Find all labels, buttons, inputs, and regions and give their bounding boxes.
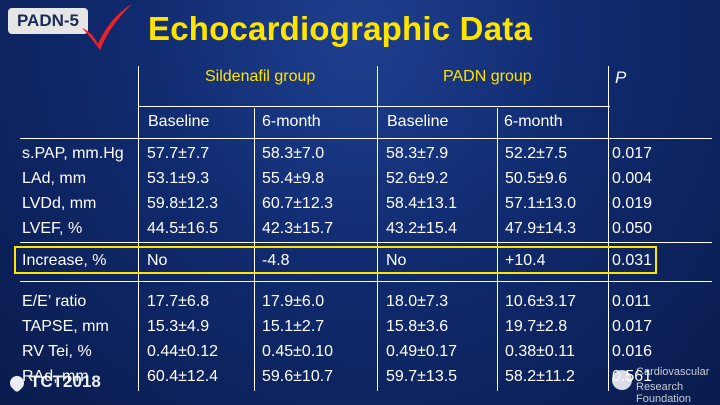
cell-padn-baseline: 18.0±7.3 — [386, 293, 449, 310]
cell-padn-baseline: 59.7±13.5 — [386, 368, 458, 385]
six-month-header-2: 6-month — [504, 113, 563, 130]
crf-logo-icon — [612, 370, 632, 390]
cell-sildenafil-baseline: No — [147, 252, 168, 269]
cell-p-value: 0.017 — [612, 318, 653, 335]
cell-sildenafil-baseline: 44.5±16.5 — [147, 220, 219, 237]
cell-padn-6month: 47.9±14.3 — [505, 220, 577, 237]
cell-parameter: LVEF, % — [22, 220, 83, 237]
cell-padn-6month: 52.2±7.5 — [505, 145, 568, 162]
section-line-1 — [20, 242, 712, 243]
cell-sildenafil-6month: 55.4±9.8 — [262, 170, 325, 187]
table-row: LVEF, % 44.5±16.5 42.3±15.7 43.2±15.4 47.9±1… — [0, 216, 720, 241]
tct-logo-text: TCT2018 — [30, 372, 101, 391]
slide-badge: PADN-5 — [8, 8, 88, 34]
table-row: LAd, mm 53.1±9.3 55.4±9.8 52.6±9.2 50.5±9.6 0… — [0, 166, 720, 191]
cell-sildenafil-6month: 0.45±0.10 — [262, 343, 334, 360]
cell-parameter: E/E’ ratio — [22, 293, 87, 310]
cell-parameter: RV Tei, % — [22, 343, 92, 360]
column-divider-5 — [608, 66, 609, 391]
cell-sildenafil-6month: 15.1±2.7 — [262, 318, 325, 335]
crf-logo-line2: Research Foundation — [636, 381, 692, 405]
p-value-header: P — [615, 68, 627, 87]
cell-sildenafil-baseline: 53.1±9.3 — [147, 170, 210, 187]
cell-parameter: LVDd, mm — [22, 195, 97, 212]
tct-logo: TCT2018 — [7, 372, 101, 393]
crf-logo-line1: Cardiovascular — [636, 366, 710, 378]
baseline-header-1: Baseline — [148, 113, 210, 130]
six-month-header-1: 6-month — [262, 113, 321, 130]
table-row: s.PAP, mm.Hg 57.7±7.7 58.3±7.0 58.3±7.9 52.2… — [0, 141, 720, 166]
cell-p-value: 0.004 — [612, 170, 653, 187]
cell-sildenafil-baseline: 60.4±12.4 — [147, 368, 219, 385]
cell-padn-baseline: 58.4±13.1 — [386, 195, 458, 212]
cell-padn-6month: 19.7±2.8 — [505, 318, 568, 335]
cell-p-value: 0.050 — [612, 220, 653, 237]
cell-padn-baseline: 15.8±3.6 — [386, 318, 449, 335]
cell-sildenafil-6month: 42.3±15.7 — [262, 220, 334, 237]
cell-sildenafil-baseline: 17.7±6.8 — [147, 293, 210, 310]
column-divider-1 — [138, 66, 139, 391]
cell-sildenafil-6month: 59.6±10.7 — [262, 368, 334, 385]
cell-parameter: Increase, % — [22, 252, 107, 269]
cell-padn-6month: 58.2±11.2 — [505, 368, 575, 385]
column-divider-4 — [497, 108, 498, 391]
cell-padn-baseline: 58.3±7.9 — [386, 145, 449, 162]
cell-padn-baseline: 43.2±15.4 — [386, 220, 458, 237]
baseline-header-2: Baseline — [387, 113, 449, 130]
cell-padn-baseline: 52.6±9.2 — [386, 170, 449, 187]
cell-parameter: RAd, mm — [22, 368, 89, 385]
group-divider-line — [138, 106, 610, 107]
cell-sildenafil-6month: 58.3±7.0 — [262, 145, 325, 162]
column-divider-2 — [254, 108, 255, 391]
cell-padn-6month: +10.4 — [505, 252, 546, 269]
cell-sildenafil-baseline: 0.44±0.12 — [147, 343, 219, 360]
padn-group-header: PADN group — [443, 68, 532, 85]
header-bottom-line — [20, 138, 712, 139]
table-row: E/E’ ratio 17.7±6.8 17.9±6.0 18.0±7.3 10.6±3… — [0, 289, 720, 314]
highlight-box — [14, 246, 657, 274]
cell-parameter: s.PAP, mm.Hg — [22, 145, 124, 162]
cell-padn-6month: 10.6±3.17 — [505, 293, 577, 310]
table-row: RV Tei, % 0.44±0.12 0.45±0.10 0.49±0.17 0.38… — [0, 339, 720, 364]
table-row: TAPSE, mm 15.3±4.9 15.1±2.7 15.8±3.6 19.7±2.… — [0, 314, 720, 339]
checkmark-icon — [82, 4, 132, 50]
cell-p-value: 0.019 — [612, 195, 653, 212]
column-divider-3 — [377, 66, 378, 391]
cell-sildenafil-6month: -4.8 — [262, 252, 290, 269]
cell-p-value: 0.031 — [612, 252, 653, 269]
cell-sildenafil-6month: 17.9±6.0 — [262, 293, 325, 310]
crf-logo: Cardiovascular Research Foundation — [612, 362, 716, 405]
cell-padn-baseline: 0.49±0.17 — [386, 343, 458, 360]
cell-sildenafil-baseline: 59.8±12.3 — [147, 195, 219, 212]
cell-padn-6month: 0.38±0.11 — [505, 343, 575, 360]
cell-sildenafil-baseline: 15.3±4.9 — [147, 318, 210, 335]
cell-padn-baseline: No — [386, 252, 407, 269]
page-title: Echocardiographic Data — [148, 10, 532, 47]
section-line-2 — [20, 281, 712, 282]
table-row: LVDd, mm 59.8±12.3 60.7±12.3 58.4±13.1 57.1±… — [0, 191, 720, 216]
cell-parameter: TAPSE, mm — [22, 318, 109, 335]
heart-icon — [7, 372, 27, 393]
cell-padn-6month: 50.5±9.6 — [505, 170, 568, 187]
cell-padn-6month: 57.1±13.0 — [505, 195, 577, 212]
table-row: RAd, mm 60.4±12.4 59.6±10.7 59.7±13.5 58.2±1… — [0, 364, 720, 389]
cell-p-value: 0.011 — [612, 293, 651, 310]
cell-p-value: 0.016 — [612, 343, 653, 360]
cell-sildenafil-6month: 60.7±12.3 — [262, 195, 334, 212]
cell-sildenafil-baseline: 57.7±7.7 — [147, 145, 210, 162]
table-row: Increase, % No -4.8 No +10.4 0.031 — [0, 248, 720, 273]
sildenafil-group-header: Sildenafil group — [205, 68, 316, 85]
cell-parameter: LAd, mm — [22, 170, 87, 187]
cell-p-value: 0.017 — [612, 145, 653, 162]
